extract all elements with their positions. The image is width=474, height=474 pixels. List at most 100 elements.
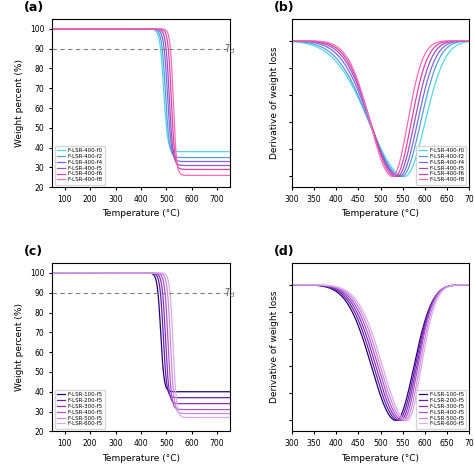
F-LSR-400-f8 (136, 26, 141, 32)
X-axis label: Temperature (°C): Temperature (°C) (341, 210, 419, 219)
Line: F-LSR-400-f5: F-LSR-400-f5 (52, 273, 229, 410)
F-LSR-400-f5 (375, 142, 381, 148)
F-LSR-200-f5 (466, 282, 472, 288)
F-LSR-100-f5 (461, 282, 467, 288)
Line: F-LSR-200-f5: F-LSR-200-f5 (52, 273, 229, 398)
F-LSR-500-f5 (298, 282, 304, 288)
F-LSR-400-f0 (298, 40, 304, 46)
F-LSR-400-f4 (131, 26, 137, 32)
Line: F-LSR-400-f2: F-LSR-400-f2 (292, 41, 469, 176)
F-LSR-400-f8 (131, 26, 137, 32)
F-LSR-400-f0 (429, 93, 435, 99)
F-LSR-400-f5 (466, 282, 472, 288)
F-LSR-400-f8 (289, 38, 295, 44)
Line: F-LSR-300-f5: F-LSR-300-f5 (52, 273, 229, 404)
F-LSR-400-f5 (227, 407, 232, 412)
Legend: F-LSR-100-f5, F-LSR-200-f5, F-LSR-300-f5, F-LSR-400-f5, F-LSR-500-f5, F-LSR-600-: F-LSR-100-f5, F-LSR-200-f5, F-LSR-300-f5… (55, 390, 105, 428)
F-LSR-400-f0 (289, 39, 295, 45)
F-LSR-400-f6 (392, 173, 398, 179)
F-LSR-400-f5 (49, 26, 55, 32)
Y-axis label: Weight percent (%): Weight percent (%) (16, 59, 25, 147)
F-LSR-400-f0 (402, 173, 408, 179)
F-LSR-400-f4 (136, 26, 141, 32)
F-LSR-600-f5 (429, 313, 435, 319)
F-LSR-100-f5 (461, 282, 467, 288)
Line: F-LSR-300-f5: F-LSR-300-f5 (292, 285, 469, 420)
F-LSR-400-f2 (375, 142, 381, 147)
F-LSR-400-f4 (461, 38, 467, 44)
F-LSR-400-f5 (375, 364, 381, 369)
F-LSR-400-f8 (390, 173, 395, 179)
F-LSR-400-f0 (136, 26, 141, 32)
F-LSR-600-f5 (289, 282, 295, 288)
Line: F-LSR-400-f0: F-LSR-400-f0 (292, 41, 469, 176)
F-LSR-400-f8 (461, 38, 467, 44)
Line: F-LSR-400-f0: F-LSR-400-f0 (52, 29, 229, 152)
F-LSR-300-f5 (398, 418, 403, 423)
F-LSR-400-f0 (227, 149, 232, 155)
Y-axis label: Derivative of weight loss: Derivative of weight loss (270, 291, 279, 403)
F-LSR-400-f2 (399, 173, 405, 179)
F-LSR-400-f5 (131, 270, 137, 276)
F-LSR-400-f6 (371, 129, 376, 135)
F-LSR-400-f2 (466, 38, 472, 44)
F-LSR-500-f5 (136, 270, 141, 276)
F-LSR-300-f5 (289, 282, 295, 288)
Line: F-LSR-100-f5: F-LSR-100-f5 (292, 285, 469, 420)
F-LSR-400-f8 (429, 43, 435, 48)
F-LSR-400-f4 (371, 129, 376, 135)
F-LSR-600-f5 (222, 415, 228, 420)
F-LSR-100-f5 (429, 300, 435, 306)
F-LSR-400-f8 (466, 38, 472, 44)
F-LSR-400-f6 (429, 48, 435, 54)
F-LSR-100-f5 (58, 270, 64, 276)
F-LSR-300-f5 (375, 371, 381, 377)
F-LSR-400-f8 (221, 173, 227, 178)
Text: (a): (a) (24, 1, 44, 14)
F-LSR-400-f5 (466, 38, 472, 44)
F-LSR-100-f5 (227, 389, 232, 394)
F-LSR-400-f6 (189, 167, 195, 173)
F-LSR-100-f5 (222, 389, 228, 394)
F-LSR-500-f5 (289, 282, 295, 288)
F-LSR-400-f4 (58, 26, 64, 32)
F-LSR-300-f5 (371, 355, 376, 361)
F-LSR-400-f0 (466, 38, 472, 44)
Line: F-LSR-400-f4: F-LSR-400-f4 (292, 41, 469, 176)
Line: F-LSR-400-f5: F-LSR-400-f5 (292, 41, 469, 176)
Text: $T_d$: $T_d$ (224, 42, 237, 55)
F-LSR-400-f5 (461, 282, 467, 288)
F-LSR-400-f5 (222, 163, 228, 168)
F-LSR-400-f6 (375, 144, 381, 150)
F-LSR-500-f5 (131, 270, 137, 276)
F-LSR-400-f5 (461, 38, 467, 44)
F-LSR-300-f5 (429, 302, 435, 308)
F-LSR-200-f5 (227, 395, 232, 401)
F-LSR-400-f8 (222, 173, 228, 178)
Line: F-LSR-400-f8: F-LSR-400-f8 (292, 41, 469, 176)
F-LSR-400-f5 (298, 38, 304, 44)
F-LSR-400-f6 (461, 38, 467, 44)
F-LSR-400-f4 (221, 159, 227, 164)
F-LSR-400-f2 (221, 155, 227, 160)
F-LSR-600-f5 (404, 418, 410, 423)
F-LSR-200-f5 (375, 378, 381, 384)
F-LSR-100-f5 (298, 282, 304, 288)
F-LSR-100-f5 (393, 418, 399, 423)
F-LSR-100-f5 (136, 270, 141, 276)
F-LSR-500-f5 (466, 282, 472, 288)
F-LSR-400-f2 (298, 39, 304, 45)
Legend: F-LSR-400-f0, F-LSR-400-f2, F-LSR-400-f4, F-LSR-400-f5, F-LSR-400-f6, F-LSR-400-: F-LSR-400-f0, F-LSR-400-f2, F-LSR-400-f4… (416, 146, 466, 184)
F-LSR-300-f5 (189, 401, 195, 407)
F-LSR-400-f2 (289, 38, 295, 44)
F-LSR-400-f2 (429, 76, 435, 82)
F-LSR-300-f5 (466, 282, 472, 288)
F-LSR-400-f2 (131, 26, 137, 32)
Line: F-LSR-400-f5: F-LSR-400-f5 (52, 29, 229, 165)
F-LSR-400-f2 (461, 38, 467, 44)
F-LSR-500-f5 (58, 270, 64, 276)
F-LSR-400-f8 (375, 148, 381, 154)
F-LSR-400-f5 (400, 418, 406, 423)
F-LSR-400-f0 (49, 26, 55, 32)
F-LSR-400-f6 (298, 38, 304, 44)
